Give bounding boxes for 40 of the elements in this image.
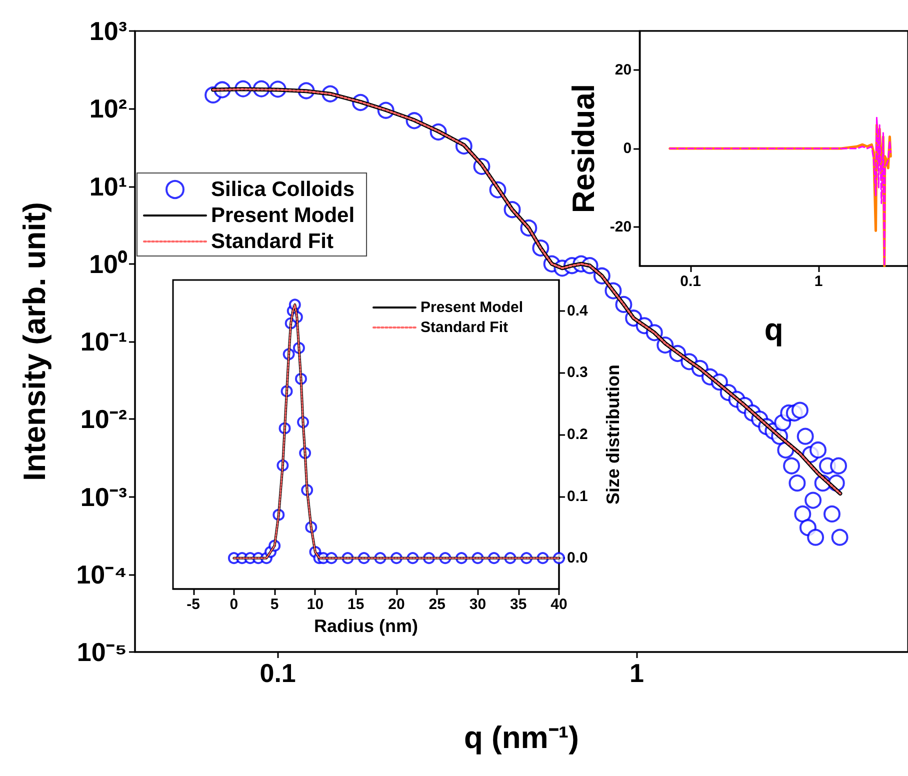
- x-tick-label: 1: [629, 658, 644, 688]
- x-tick-label: 1: [814, 273, 823, 290]
- x-tick-label: 30: [469, 596, 486, 613]
- y-tick-label: 0.2: [567, 426, 588, 443]
- y-axis-title: Residual: [566, 84, 601, 214]
- y-tick-label: 0.3: [567, 364, 588, 382]
- y-tick-label: 10⁻⁴: [76, 559, 127, 590]
- y-tick-label: 10⁻¹: [80, 326, 127, 356]
- y-tick-label: 10⁻²: [80, 404, 128, 434]
- y-tick-label: 0: [623, 140, 632, 157]
- y-axis-title: Intensity (arb. unit): [17, 202, 52, 481]
- legend-label: Standard Fit: [211, 230, 334, 253]
- legend-label: Standard Fit: [420, 319, 508, 336]
- x-tick-label: 25: [428, 596, 446, 613]
- y-tick-label: 10³: [89, 16, 128, 46]
- x-tick-label: 35: [510, 596, 527, 613]
- x-tick-label: 40: [550, 596, 568, 613]
- y-tick-label: 10⁻³: [80, 482, 128, 512]
- y-tick-label: 10⁰: [89, 248, 128, 279]
- x-axis-title: Radius (nm): [314, 616, 418, 636]
- x-tick-label: 15: [348, 596, 364, 613]
- x-tick-label: 5: [270, 596, 279, 613]
- x-tick-label: 0: [230, 596, 238, 613]
- y-tick-label: 10²: [89, 94, 128, 124]
- x-tick-label: -5: [186, 596, 200, 613]
- y-tick-label: 20: [614, 62, 632, 79]
- x-axis-title: q: [764, 312, 784, 347]
- y-tick-label: 0.4: [567, 302, 589, 320]
- y-tick-label: 10¹: [89, 171, 127, 202]
- x-tick-label: 10: [306, 596, 324, 613]
- legend-label: Silica Colloids: [211, 178, 355, 201]
- y-tick-label: 0.1: [567, 488, 588, 505]
- x-tick-label: 20: [388, 596, 405, 613]
- y-tick-label: 10⁻⁵: [76, 637, 127, 667]
- y-tick-label: -20: [610, 218, 632, 236]
- legend-label: Present Model: [420, 299, 524, 316]
- legend-label: Present Model: [211, 204, 355, 227]
- y-axis-title: Size distribution: [603, 364, 623, 505]
- y-tick-label: 0.0: [567, 550, 588, 567]
- x-axis-title: q (nm⁻¹): [464, 720, 580, 755]
